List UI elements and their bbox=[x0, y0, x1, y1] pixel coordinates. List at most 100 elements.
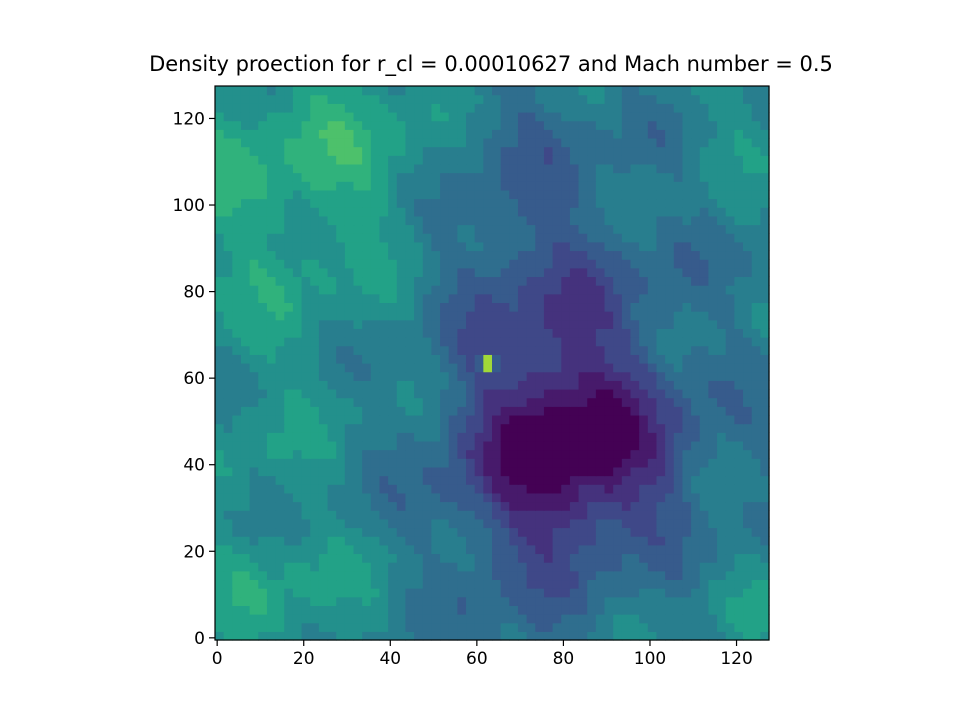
heatmap-cell bbox=[232, 380, 242, 390]
heatmap-cell bbox=[743, 466, 753, 477]
heatmap-cell bbox=[578, 518, 588, 529]
heatmap-cell bbox=[344, 250, 355, 260]
heatmap-cell bbox=[535, 137, 545, 148]
heatmap-cell bbox=[240, 345, 251, 355]
heatmap-cell bbox=[656, 406, 666, 416]
heatmap-cell bbox=[327, 588, 337, 598]
heatmap-cell bbox=[708, 337, 718, 347]
heatmap-cell bbox=[258, 198, 268, 208]
heatmap-cell bbox=[604, 293, 614, 304]
heatmap-cell bbox=[492, 432, 502, 442]
heatmap-cell bbox=[647, 111, 658, 122]
heatmap-cell bbox=[414, 492, 424, 503]
heatmap-cell bbox=[734, 596, 744, 606]
heatmap-cell bbox=[578, 155, 588, 165]
heatmap-cell bbox=[587, 129, 597, 139]
heatmap-cell bbox=[440, 86, 450, 96]
heatmap-cell bbox=[353, 293, 363, 304]
heatmap-cell bbox=[292, 363, 303, 373]
heatmap-cell bbox=[595, 120, 606, 130]
heatmap-cell bbox=[414, 397, 424, 407]
heatmap-cell bbox=[665, 622, 675, 632]
heatmap-cell bbox=[569, 432, 580, 442]
heatmap-cell bbox=[509, 120, 519, 130]
heatmap-cell bbox=[517, 492, 528, 503]
heatmap-cell bbox=[717, 440, 727, 451]
heatmap-cell bbox=[569, 423, 580, 433]
heatmap-cell bbox=[405, 380, 415, 390]
heatmap-cell bbox=[578, 527, 588, 537]
heatmap-cell bbox=[656, 311, 666, 321]
heatmap-cell bbox=[509, 466, 519, 477]
heatmap-cell bbox=[595, 267, 606, 278]
heatmap-cell bbox=[327, 449, 337, 459]
heatmap-cell bbox=[552, 579, 562, 589]
heatmap-cell bbox=[682, 397, 692, 407]
heatmap-cell bbox=[292, 163, 303, 174]
heatmap-cell bbox=[665, 388, 675, 399]
heatmap-cell bbox=[215, 103, 225, 113]
heatmap-cell bbox=[725, 129, 735, 139]
heatmap-cell bbox=[370, 163, 381, 174]
heatmap-cell bbox=[379, 466, 389, 477]
heatmap-cell bbox=[543, 622, 554, 632]
heatmap-cell bbox=[751, 553, 761, 563]
heatmap-cell bbox=[682, 155, 692, 165]
heatmap-cell bbox=[725, 337, 735, 347]
heatmap-cell bbox=[630, 614, 640, 624]
heatmap-cell bbox=[431, 198, 441, 208]
heatmap-cell bbox=[249, 198, 259, 208]
heatmap-cell bbox=[682, 518, 692, 529]
heatmap-cell bbox=[699, 267, 710, 278]
heatmap-cell bbox=[630, 570, 640, 581]
heatmap-cell bbox=[656, 622, 666, 632]
heatmap-cell bbox=[422, 553, 433, 563]
heatmap-cell bbox=[310, 120, 320, 130]
x-axis: 0 20 40 60 80 100 120 bbox=[212, 640, 753, 669]
heatmap-cell bbox=[448, 475, 458, 485]
heatmap-cell bbox=[725, 475, 735, 485]
heatmap-cell bbox=[552, 137, 562, 148]
y-tick-label: 120 bbox=[173, 109, 205, 129]
heatmap-cell bbox=[509, 371, 519, 381]
heatmap-cell bbox=[613, 518, 623, 529]
heatmap-cell bbox=[223, 397, 233, 407]
heatmap-cell bbox=[249, 293, 259, 304]
heatmap-cell bbox=[630, 181, 640, 191]
heatmap-cell bbox=[630, 293, 640, 304]
heatmap-cell bbox=[414, 94, 424, 104]
heatmap-cell bbox=[327, 380, 337, 390]
heatmap-cell bbox=[379, 224, 389, 234]
heatmap-cell bbox=[604, 588, 614, 598]
heatmap-cell bbox=[474, 544, 484, 555]
heatmap-cell bbox=[318, 622, 329, 632]
heatmap-cell bbox=[604, 155, 614, 165]
heatmap-cell bbox=[275, 380, 285, 390]
heatmap-cell bbox=[266, 120, 277, 130]
heatmap-cell bbox=[595, 614, 606, 624]
heatmap-cell bbox=[587, 267, 597, 278]
heatmap-cell bbox=[595, 146, 606, 156]
heatmap-cell bbox=[474, 233, 484, 243]
heatmap-cell bbox=[266, 562, 277, 572]
heatmap-cell bbox=[405, 440, 415, 451]
heatmap-cell bbox=[240, 319, 251, 329]
heatmap-cell bbox=[517, 449, 528, 459]
heatmap-cell bbox=[587, 163, 597, 174]
heatmap-cell bbox=[301, 181, 311, 191]
heatmap-cell bbox=[743, 380, 753, 390]
heatmap-cell bbox=[500, 111, 510, 122]
heatmap-cell bbox=[327, 406, 337, 416]
heatmap-cell bbox=[353, 527, 363, 537]
heatmap-cell bbox=[457, 224, 467, 234]
heatmap-cell bbox=[422, 328, 433, 338]
heatmap-cell bbox=[379, 146, 389, 156]
heatmap-cell bbox=[517, 631, 528, 641]
heatmap-cell bbox=[673, 449, 684, 459]
heatmap-cell bbox=[760, 198, 770, 208]
heatmap-cell bbox=[318, 414, 329, 425]
heatmap-cell bbox=[249, 86, 259, 96]
heatmap-cell bbox=[422, 146, 433, 156]
heatmap-cell bbox=[595, 155, 606, 165]
heatmap-cell bbox=[509, 458, 519, 468]
